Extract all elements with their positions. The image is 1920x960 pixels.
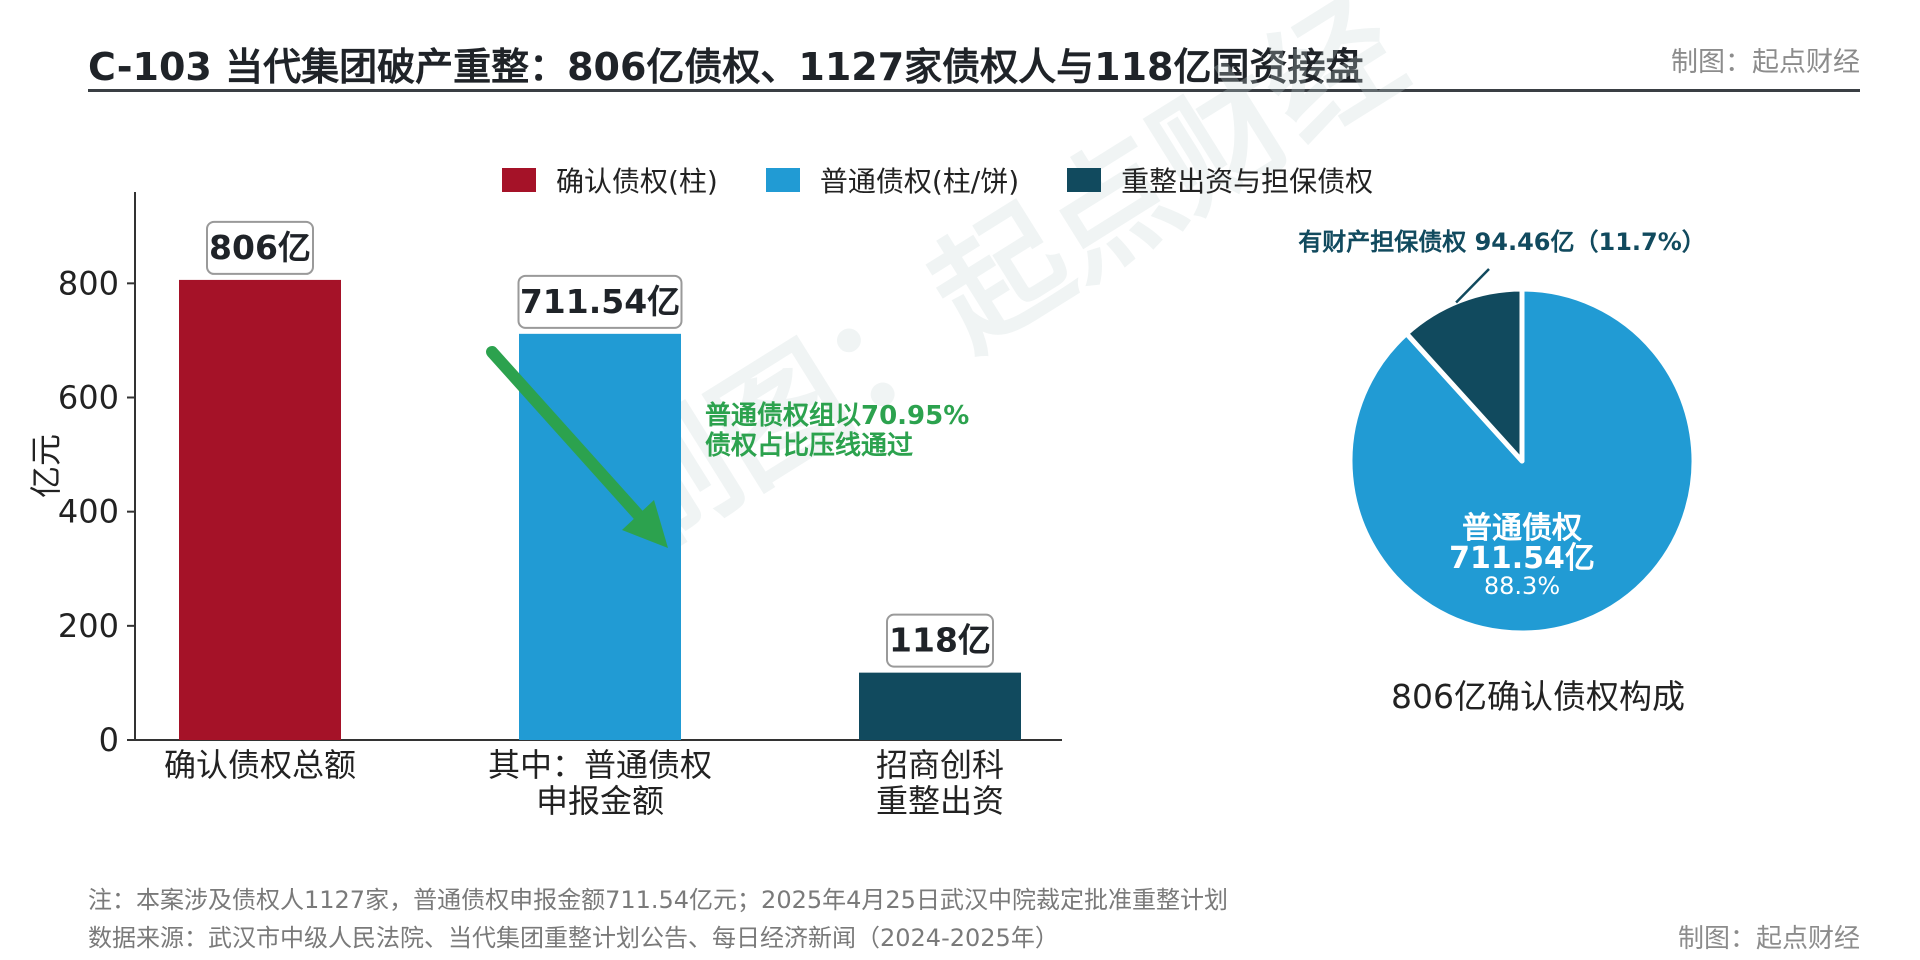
footnote-source: 数据来源：武汉市中级人民法院、当代集团重整计划公告、每日经济新闻（2024-20…	[88, 924, 1059, 952]
x-tick-label: 申报金额	[536, 782, 664, 820]
title-divider	[88, 89, 1860, 92]
y-tick-label: 400	[58, 493, 119, 531]
pie-callout-line	[1455, 268, 1490, 304]
value-label-box	[517, 274, 683, 329]
bar-1	[179, 279, 341, 740]
pie-slice-percent: 88.3%	[1484, 572, 1560, 600]
annotation-text-line2: 债权占比压线通过	[705, 431, 913, 461]
legend-label-confirmed: 确认债权(柱)	[556, 165, 718, 198]
pie-callout-label: 有财产担保债权 94.46亿（11.7%）	[1298, 228, 1706, 256]
legend-item-confirmed: 确认债权(柱)	[502, 160, 718, 200]
legend-swatch-ordinary	[765, 168, 800, 192]
x-tick-label: 招商创科	[876, 746, 1004, 784]
legend-swatch-restructure	[1067, 168, 1102, 192]
value-label: 118亿	[889, 621, 991, 660]
x-tick-label: 重整出资	[876, 782, 1004, 820]
value-label: 711.54亿	[520, 282, 680, 321]
pie-slice-value: 711.54亿	[1449, 541, 1595, 576]
credit-label: 制图：起点财经	[1671, 47, 1860, 78]
bar-3	[859, 672, 1021, 740]
pie-title: 806亿确认债权构成	[1391, 677, 1685, 716]
value-label-box	[886, 613, 994, 668]
y-tick-label: 0	[99, 721, 119, 759]
chart-legend: 确认债权(柱) 普通债权(柱/饼) 重整出资与担保债权	[502, 160, 1421, 200]
x-tick-label: 确认债权总额	[164, 746, 356, 784]
legend-item-ordinary: 普通债权(柱/饼)	[765, 160, 1020, 200]
chart-title: C-103 当代集团破产重整：806亿债权、1127家债权人与118亿国资接盘	[88, 45, 1364, 89]
legend-label-restructure: 重整出资与担保债权	[1121, 165, 1374, 198]
value-label-box	[206, 220, 314, 275]
annotation-arrow-head	[622, 500, 668, 548]
annotation-text-line1: 普通债权组以70.95%	[705, 400, 969, 431]
pie-slice-name: 普通债权	[1462, 511, 1582, 546]
y-tick-label: 200	[58, 607, 119, 645]
y-tick-label: 800	[58, 264, 119, 302]
x-tick-label: 其中：普通债权	[488, 746, 712, 784]
annotation-arrow-shaft	[486, 346, 656, 534]
legend-label-ordinary: 普通债权(柱/饼)	[819, 165, 1020, 198]
y-tick-label: 600	[58, 379, 119, 417]
credit-label-bottom: 制图：起点财经	[1677, 924, 1860, 954]
value-label: 806亿	[209, 228, 311, 267]
legend-item-restructure: 重整出资与担保债权	[1067, 160, 1373, 200]
legend-swatch-confirmed	[502, 168, 536, 192]
y-axis-label: 亿元	[27, 434, 65, 498]
pie-slice-2	[1403, 286, 1525, 464]
footnote-note: 注：本案涉及债权人1127家，普通债权申报金额711.54亿元；2025年4月2…	[88, 886, 1228, 914]
